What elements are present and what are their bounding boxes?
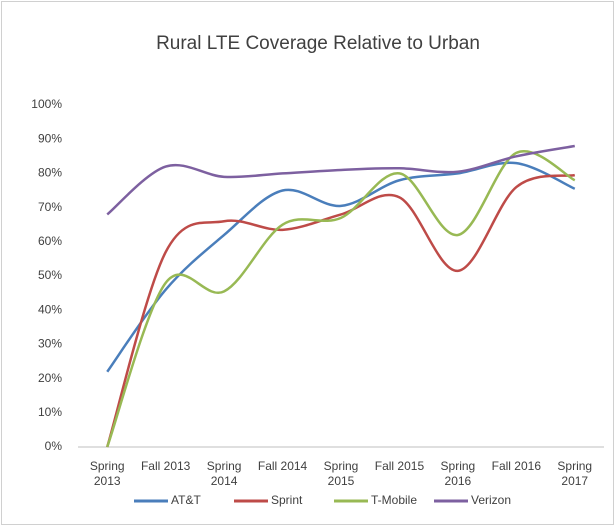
- legend-label: AT&T: [171, 493, 201, 507]
- y-tick-label: 100%: [31, 97, 62, 111]
- y-tick-label: 30%: [38, 337, 62, 351]
- y-tick-label: 60%: [38, 234, 62, 248]
- x-tick-label: Fall 2015: [374, 459, 425, 473]
- y-tick-label: 40%: [38, 302, 62, 316]
- legend-label: T-Mobile: [371, 493, 417, 507]
- legend-label: Sprint: [271, 493, 303, 507]
- y-tick-label: 90%: [38, 131, 62, 145]
- y-tick-label: 80%: [38, 166, 62, 180]
- series-line: [106, 173, 576, 448]
- x-tick-label: Spring 2013: [89, 459, 125, 488]
- x-tick-label: Fall 2013: [140, 459, 191, 473]
- legend-label: Verizon: [471, 493, 511, 507]
- x-tick-label: Spring 2015: [323, 459, 359, 488]
- y-tick-label: 70%: [38, 200, 62, 214]
- x-tick-label: Spring 2017: [557, 459, 593, 488]
- y-tick-label: 10%: [38, 405, 62, 419]
- series-line: [106, 150, 576, 448]
- y-tick-label: 20%: [38, 371, 62, 385]
- y-tick-label: 50%: [38, 268, 62, 282]
- x-tick-label: Fall 2016: [491, 459, 542, 473]
- x-tick-label: Spring 2016: [440, 459, 476, 488]
- series-line: [106, 144, 575, 216]
- x-tick-label: Fall 2014: [257, 459, 308, 473]
- chart-title: Rural LTE Coverage Relative to Urban: [156, 33, 480, 54]
- y-tick-label: 0%: [45, 439, 63, 453]
- x-tick-label: Spring 2014: [206, 459, 242, 488]
- series-line: [106, 161, 576, 373]
